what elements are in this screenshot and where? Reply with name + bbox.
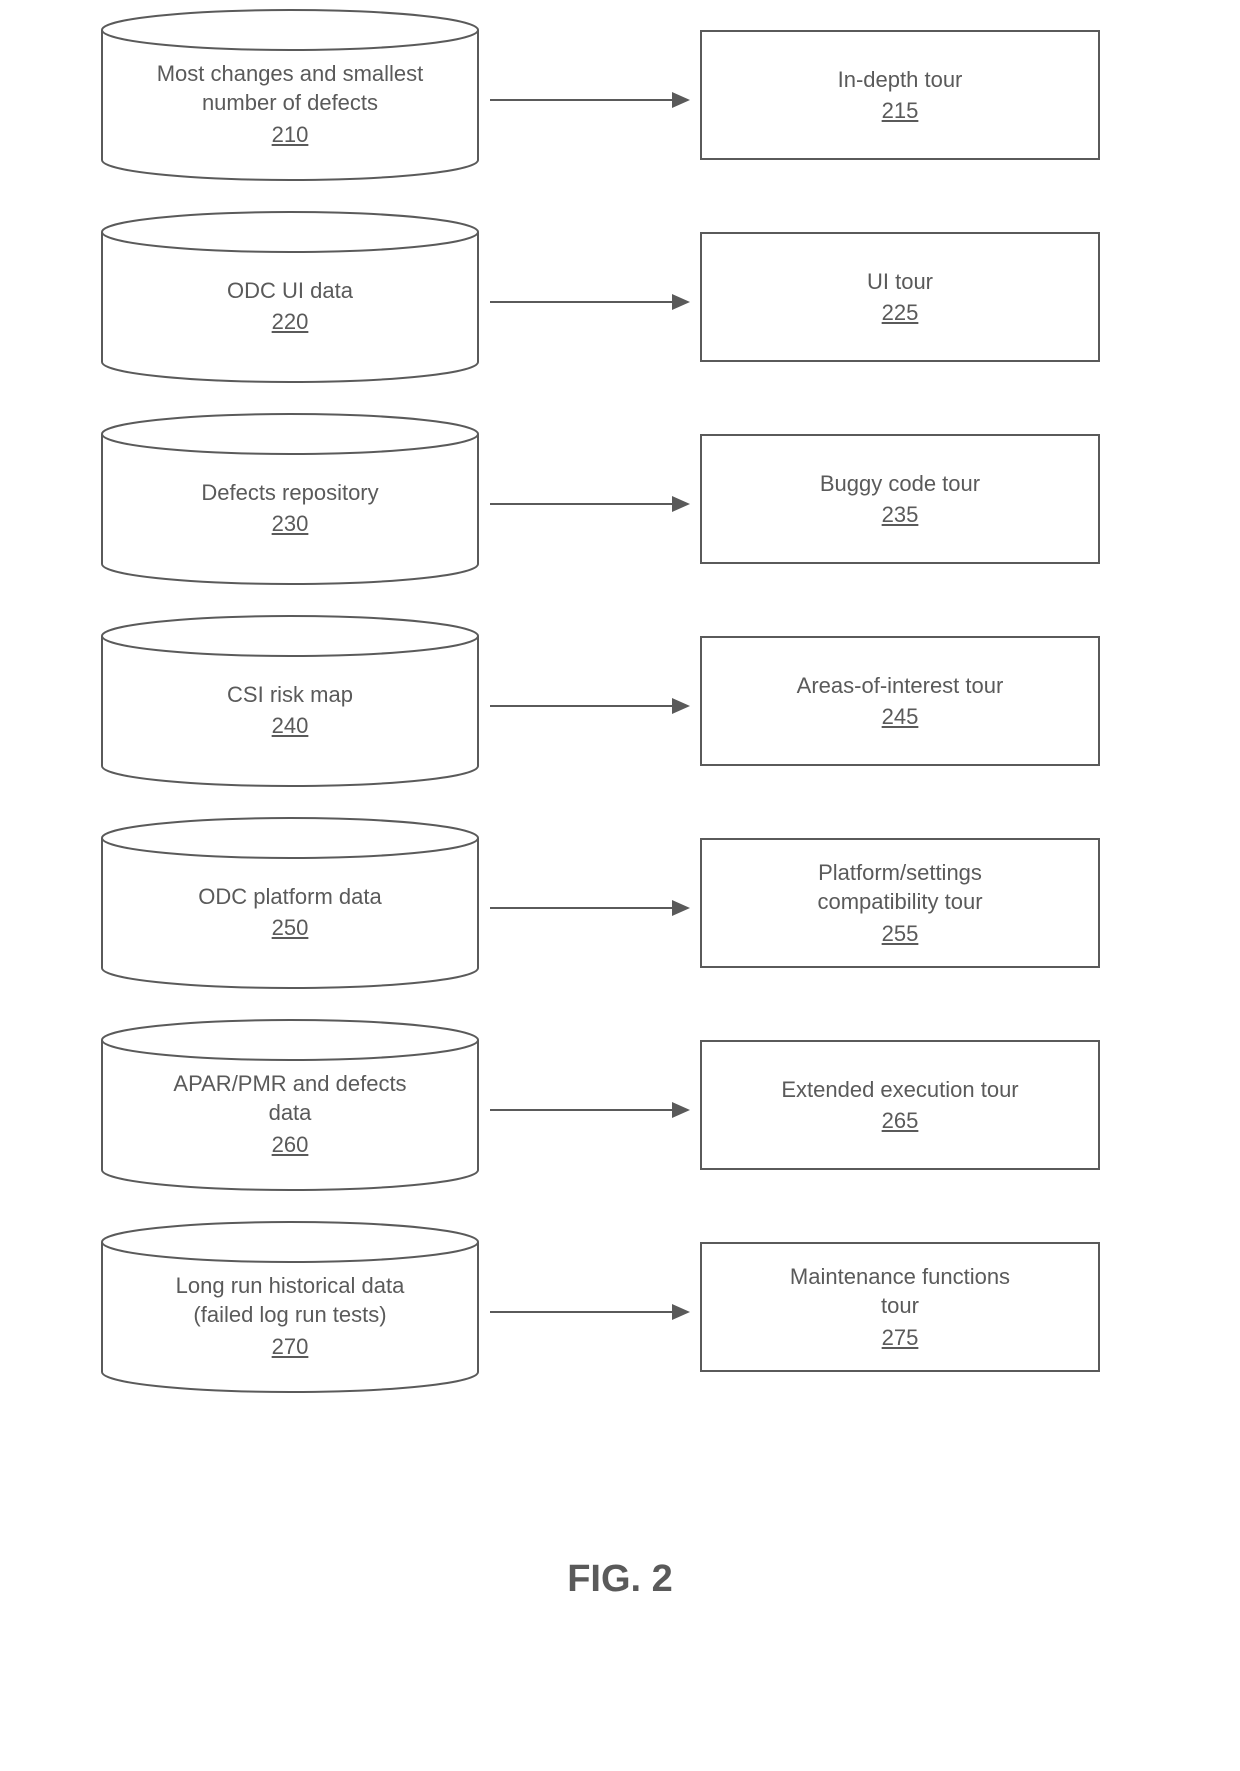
source-label-line2: number of defects (202, 89, 378, 118)
source-cylinder: Most changes and smallestnumber of defec… (100, 30, 480, 160)
diagram-row: CSI risk map 240 Areas-of-interest tour 24… (100, 636, 1140, 766)
target-ref: 225 (882, 300, 919, 326)
target-ref: 235 (882, 502, 919, 528)
cylinder-content: ODC platform data 250 (100, 856, 480, 968)
source-label: Defects repository (201, 479, 378, 508)
target-label: UI tour (867, 268, 933, 297)
arrow (490, 704, 690, 708)
cylinder-content: Long run historical data(failed log run … (100, 1260, 480, 1372)
target-label-line2: tour (881, 1292, 919, 1321)
source-label-line2: (failed log run tests) (193, 1301, 386, 1330)
target-ref: 215 (882, 98, 919, 124)
diagram-row: Most changes and smallestnumber of defec… (100, 30, 1140, 160)
target-label: Platform/settings (818, 859, 982, 888)
arrow-shape (490, 1098, 690, 1122)
target-ref: 255 (882, 921, 919, 947)
arrow (490, 906, 690, 910)
source-label: Long run historical data (176, 1272, 405, 1301)
cylinder-content: ODC UI data 220 (100, 250, 480, 362)
source-cylinder: Long run historical data(failed log run … (100, 1242, 480, 1372)
source-ref: 220 (272, 309, 309, 335)
target-label: Extended execution tour (781, 1076, 1018, 1105)
diagram-row: Long run historical data(failed log run … (100, 1242, 1140, 1372)
target-label-line2: compatibility tour (817, 888, 982, 917)
target-box: In-depth tour 215 (700, 30, 1100, 160)
diagram-row: ODC platform data 250 Platform/settingsco… (100, 838, 1140, 968)
target-box: Buggy code tour 235 (700, 434, 1100, 564)
diagram-row: APAR/PMR and defectsdata 260 Extended exe… (100, 1040, 1140, 1170)
arrow (490, 502, 690, 506)
target-label: Areas-of-interest tour (797, 672, 1004, 701)
arrow-shape (490, 88, 690, 112)
arrow (490, 1310, 690, 1314)
target-box: UI tour 225 (700, 232, 1100, 362)
source-ref: 250 (272, 915, 309, 941)
source-ref: 270 (272, 1334, 309, 1360)
cylinder-content: Defects repository 230 (100, 452, 480, 564)
source-cylinder: Defects repository 230 (100, 434, 480, 564)
diagram-container: Most changes and smallestnumber of defec… (100, 30, 1140, 1444)
figure-label: FIG. 2 (0, 1558, 1240, 1601)
source-ref: 210 (272, 122, 309, 148)
source-label-line2: data (269, 1099, 312, 1128)
cylinder-content: CSI risk map 240 (100, 654, 480, 766)
arrow (490, 300, 690, 304)
source-label: CSI risk map (227, 681, 353, 710)
cylinder-content: Most changes and smallestnumber of defec… (100, 48, 480, 160)
arrow (490, 98, 690, 102)
arrow-shape (490, 1300, 690, 1324)
diagram-row: ODC UI data 220 UI tour 225 (100, 232, 1140, 362)
arrow-shape (490, 290, 690, 314)
source-cylinder: ODC UI data 220 (100, 232, 480, 362)
arrow-shape (490, 492, 690, 516)
target-ref: 275 (882, 1325, 919, 1351)
source-label: ODC platform data (198, 883, 381, 912)
source-cylinder: ODC platform data 250 (100, 838, 480, 968)
target-ref: 265 (882, 1108, 919, 1134)
target-label: Maintenance functions (790, 1263, 1010, 1292)
target-box: Platform/settingscompatibility tour 255 (700, 838, 1100, 968)
target-label: In-depth tour (838, 66, 963, 95)
cylinder-content: APAR/PMR and defectsdata 260 (100, 1058, 480, 1170)
arrow-shape (490, 694, 690, 718)
diagram-row: Defects repository 230 Buggy code tour 235 (100, 434, 1140, 564)
source-label: Most changes and smallest (157, 60, 424, 89)
source-label: ODC UI data (227, 277, 353, 306)
target-label: Buggy code tour (820, 470, 980, 499)
source-cylinder: APAR/PMR and defectsdata 260 (100, 1040, 480, 1170)
source-ref: 240 (272, 713, 309, 739)
source-cylinder: CSI risk map 240 (100, 636, 480, 766)
arrow-shape (490, 896, 690, 920)
target-ref: 245 (882, 704, 919, 730)
target-box: Areas-of-interest tour 245 (700, 636, 1100, 766)
arrow (490, 1108, 690, 1112)
source-label: APAR/PMR and defects (173, 1070, 406, 1099)
target-box: Maintenance functionstour 275 (700, 1242, 1100, 1372)
target-box: Extended execution tour 265 (700, 1040, 1100, 1170)
source-ref: 260 (272, 1132, 309, 1158)
source-ref: 230 (272, 511, 309, 537)
